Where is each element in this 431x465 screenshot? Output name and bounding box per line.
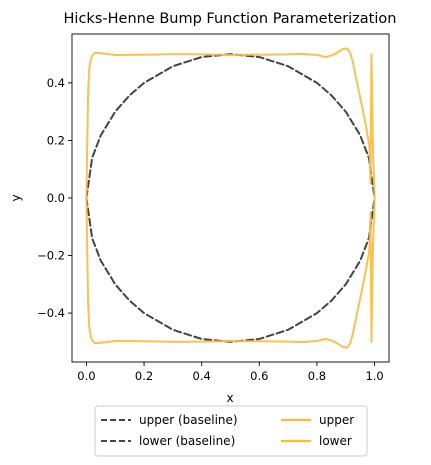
y-tick-label: 0.0	[47, 191, 65, 205]
y-tick-label: 0.4	[47, 76, 65, 90]
legend: upper (baseline) lower (baseline) upper …	[94, 405, 368, 457]
y-axis-label: y	[9, 194, 23, 201]
legend-label-lower: lower	[319, 434, 352, 448]
plot-area	[85, 47, 376, 349]
x-tick-label: 0.4	[193, 369, 211, 383]
axes-frame	[71, 33, 390, 363]
x-tick-label: 1.0	[365, 369, 383, 383]
x-tick-label: 0.8	[308, 369, 326, 383]
legend-label-upper: upper	[319, 413, 354, 427]
series-line-upper-baseline	[85, 53, 376, 199]
legend-label-upper-baseline: upper (baseline)	[139, 413, 238, 427]
x-tick-label: 0.0	[77, 369, 95, 383]
x-axis-label: x	[226, 391, 233, 405]
x-tick-label: 0.6	[250, 369, 268, 383]
legend-label-lower-baseline: lower (baseline)	[139, 434, 235, 448]
x-tick-label: 0.2	[135, 369, 153, 383]
y-tick-label: −0.2	[37, 249, 65, 263]
y-axis: −0.4 −0.2 0.0 0.2 0.4	[37, 76, 72, 320]
series-line-upper	[85, 47, 376, 199]
series-line-lower	[85, 197, 376, 349]
legend-frame	[94, 405, 368, 457]
x-axis: 0.0 0.2 0.4 0.6 0.8 1.0	[77, 362, 384, 383]
series-line-lower-baseline	[85, 197, 376, 343]
y-tick-label: 0.2	[47, 133, 65, 147]
chart-title: Hicks-Henne Bump Function Parameterizati…	[64, 11, 397, 27]
y-tick-label: −0.4	[37, 306, 65, 320]
